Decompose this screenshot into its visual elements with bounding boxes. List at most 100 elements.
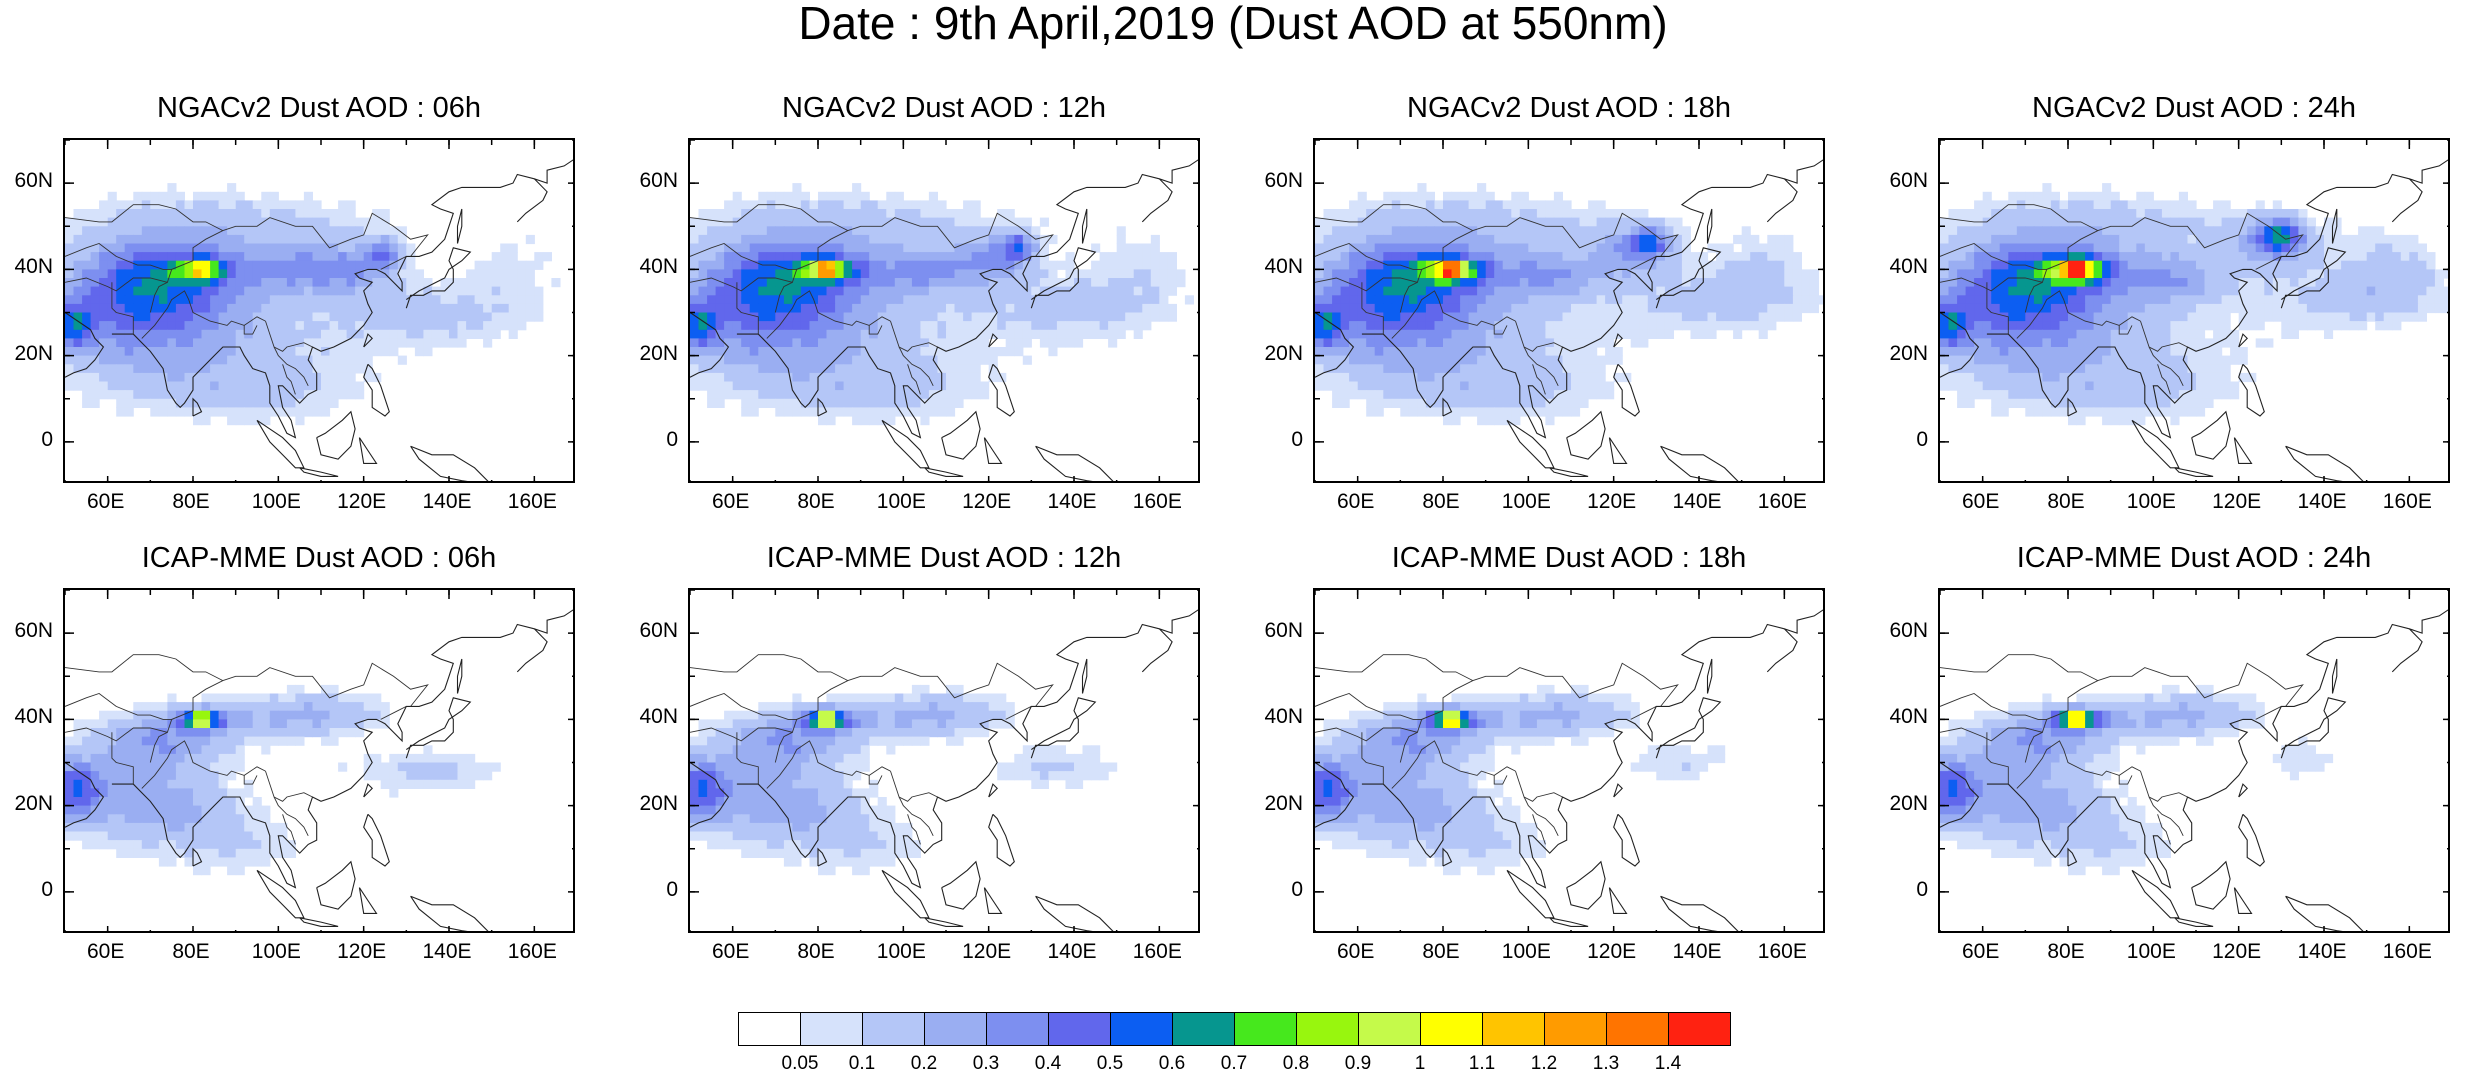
lon-tick-label: 140E bbox=[2297, 491, 2347, 513]
colorbar-label: 1.1 bbox=[1457, 1054, 1507, 1074]
lat-tick-label: 20N bbox=[3, 793, 53, 815]
lat-tick-label: 0 bbox=[1253, 879, 1303, 901]
lon-tick-label: 80E bbox=[791, 491, 841, 513]
colorbar-swatch bbox=[738, 1012, 801, 1046]
lon-tick-label: 160E bbox=[1757, 941, 1807, 963]
colorbar-label: 1.3 bbox=[1581, 1054, 1631, 1074]
panel-title: NGACv2 Dust AOD : 18h bbox=[1269, 93, 1869, 123]
colorbar-swatch bbox=[1668, 1012, 1731, 1046]
lat-tick-label: 0 bbox=[1878, 429, 1928, 451]
panel-title: NGACv2 Dust AOD : 06h bbox=[19, 93, 619, 123]
colorbar-label: 0.05 bbox=[775, 1054, 825, 1074]
lat-tick-label: 0 bbox=[628, 429, 678, 451]
lon-tick-label: 100E bbox=[2126, 491, 2176, 513]
panel-title: ICAP-MME Dust AOD : 12h bbox=[644, 543, 1244, 573]
colorbar-label: 0.9 bbox=[1333, 1054, 1383, 1074]
lat-tick-label: 0 bbox=[1253, 429, 1303, 451]
lat-tick-label: 0 bbox=[1878, 879, 1928, 901]
lon-tick-label: 120E bbox=[962, 941, 1012, 963]
lon-tick-label: 140E bbox=[422, 941, 472, 963]
lon-tick-label: 120E bbox=[1587, 941, 1637, 963]
colorbar-swatch bbox=[862, 1012, 925, 1046]
map-frame bbox=[1938, 588, 2450, 933]
colorbar-swatch bbox=[800, 1012, 863, 1046]
lon-tick-label: 100E bbox=[251, 491, 301, 513]
colorbar-label: 0.4 bbox=[1023, 1054, 1073, 1074]
lat-tick-label: 60N bbox=[628, 170, 678, 192]
dust-aod-map bbox=[1940, 140, 2450, 483]
dust-aod-map bbox=[65, 140, 575, 483]
lat-tick-label: 20N bbox=[3, 343, 53, 365]
colorbar-swatch bbox=[1048, 1012, 1111, 1046]
colorbar-label: 0.3 bbox=[961, 1054, 1011, 1074]
colorbar-swatch bbox=[924, 1012, 987, 1046]
lon-tick-label: 60E bbox=[1956, 491, 2006, 513]
lon-tick-label: 100E bbox=[2126, 941, 2176, 963]
colorbar-label: 0.7 bbox=[1209, 1054, 1259, 1074]
lon-tick-label: 120E bbox=[962, 491, 1012, 513]
map-frame bbox=[1313, 588, 1825, 933]
dust-aod-map bbox=[1940, 590, 2450, 933]
lat-tick-label: 40N bbox=[1253, 706, 1303, 728]
colorbar-swatch bbox=[1110, 1012, 1173, 1046]
lon-tick-label: 140E bbox=[1672, 491, 1722, 513]
map-frame bbox=[63, 588, 575, 933]
lon-tick-label: 80E bbox=[166, 491, 216, 513]
lon-tick-label: 80E bbox=[2041, 491, 2091, 513]
colorbar-swatch bbox=[1482, 1012, 1545, 1046]
lon-tick-label: 140E bbox=[1047, 491, 1097, 513]
lat-tick-label: 20N bbox=[1878, 793, 1928, 815]
aod-field bbox=[1315, 183, 1825, 425]
lat-tick-label: 20N bbox=[1253, 793, 1303, 815]
lon-tick-label: 160E bbox=[1132, 941, 1182, 963]
lon-tick-label: 160E bbox=[2382, 491, 2432, 513]
lon-tick-label: 160E bbox=[1132, 491, 1182, 513]
lon-tick-label: 80E bbox=[791, 941, 841, 963]
lon-tick-label: 160E bbox=[2382, 941, 2432, 963]
lon-tick-label: 60E bbox=[1956, 941, 2006, 963]
lon-tick-label: 100E bbox=[1501, 491, 1551, 513]
colorbar-label: 0.6 bbox=[1147, 1054, 1197, 1074]
map-frame bbox=[1313, 138, 1825, 483]
lon-tick-label: 60E bbox=[1331, 491, 1381, 513]
lon-tick-label: 160E bbox=[1757, 491, 1807, 513]
colorbar-swatch bbox=[1606, 1012, 1669, 1046]
colorbar-swatch bbox=[1544, 1012, 1607, 1046]
lon-tick-label: 100E bbox=[251, 941, 301, 963]
aod-field bbox=[65, 685, 501, 875]
lat-tick-label: 60N bbox=[3, 620, 53, 642]
lon-tick-label: 60E bbox=[706, 491, 756, 513]
lon-tick-label: 120E bbox=[1587, 491, 1637, 513]
colorbar-label: 1 bbox=[1395, 1054, 1445, 1074]
colorbar-swatch bbox=[1358, 1012, 1421, 1046]
aod-field bbox=[1940, 183, 2450, 425]
colorbar-swatch bbox=[1234, 1012, 1297, 1046]
dust-aod-map bbox=[690, 140, 1200, 483]
colorbar-swatch bbox=[1420, 1012, 1483, 1046]
map-frame bbox=[63, 138, 575, 483]
lat-tick-label: 20N bbox=[628, 793, 678, 815]
lon-tick-label: 80E bbox=[1416, 491, 1466, 513]
lat-tick-label: 20N bbox=[1878, 343, 1928, 365]
colorbar-label: 0.2 bbox=[899, 1054, 949, 1074]
lat-tick-label: 0 bbox=[628, 879, 678, 901]
lat-tick-label: 20N bbox=[628, 343, 678, 365]
lat-tick-label: 60N bbox=[1253, 620, 1303, 642]
lon-tick-label: 140E bbox=[422, 491, 472, 513]
colorbar-label: 0.8 bbox=[1271, 1054, 1321, 1074]
lon-tick-label: 60E bbox=[706, 941, 756, 963]
lat-tick-label: 20N bbox=[1253, 343, 1303, 365]
lat-tick-label: 60N bbox=[1253, 170, 1303, 192]
lat-tick-label: 40N bbox=[1878, 706, 1928, 728]
lon-tick-label: 140E bbox=[2297, 941, 2347, 963]
lon-tick-label: 160E bbox=[507, 491, 557, 513]
lat-tick-label: 60N bbox=[1878, 170, 1928, 192]
colorbar-label: 1.4 bbox=[1643, 1054, 1693, 1074]
lon-tick-label: 100E bbox=[1501, 941, 1551, 963]
panel-title: NGACv2 Dust AOD : 24h bbox=[1894, 93, 2466, 123]
lat-tick-label: 40N bbox=[3, 256, 53, 278]
lon-tick-label: 80E bbox=[166, 941, 216, 963]
aod-field bbox=[690, 685, 1117, 875]
lon-tick-label: 60E bbox=[1331, 941, 1381, 963]
aod-field bbox=[1940, 685, 2333, 875]
